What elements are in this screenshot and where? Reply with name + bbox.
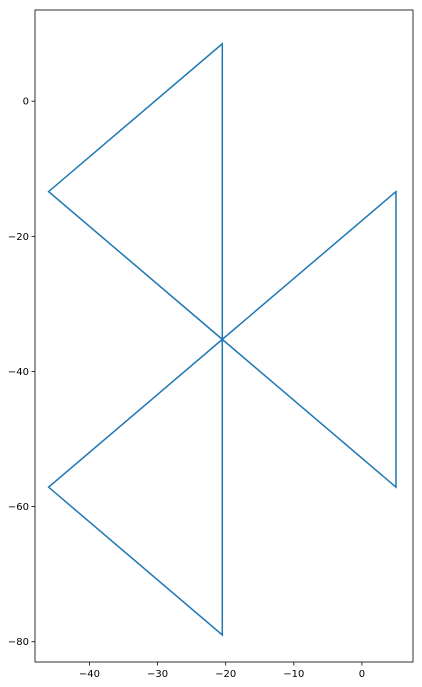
series-line-terdragon — [47, 42, 397, 637]
x-axis: −40 −30 −20 −10 0 — [79, 662, 365, 680]
x-tick-label: −10 — [283, 669, 304, 680]
y-tick-label: −80 — [8, 637, 29, 648]
y-tick-label: 0 — [23, 97, 29, 108]
y-axis: 0 −20 −40 −60 −80 — [8, 97, 35, 648]
y-tick-label: −20 — [8, 232, 29, 243]
x-tick-label: 0 — [359, 669, 365, 680]
x-tick-label: −20 — [215, 669, 236, 680]
plot-area — [47, 42, 397, 637]
y-tick-label: −40 — [8, 367, 29, 378]
x-tick-label: −40 — [79, 669, 100, 680]
axes-frame — [34, 9, 414, 663]
y-tick-label: −60 — [8, 502, 29, 513]
x-tick-label: −30 — [147, 669, 168, 680]
